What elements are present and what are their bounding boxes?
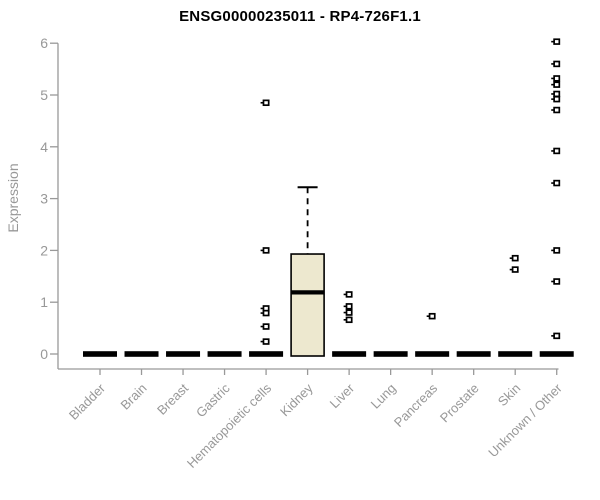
outlier-point [345, 291, 353, 298]
zero-boxplot-bar [415, 351, 450, 357]
x-tick-label: Liver [327, 380, 358, 411]
outlier-point [345, 309, 353, 316]
x-tick-label: Pancreas [391, 380, 441, 430]
outlier-point [553, 60, 561, 68]
y-tick-label: 1 [40, 294, 48, 310]
y-tick-label: 0 [40, 346, 48, 362]
outlier-point [553, 278, 561, 285]
outlier-point [262, 247, 270, 254]
y-tick-label: 4 [40, 139, 48, 155]
outlier-point [553, 81, 561, 88]
zero-boxplot-bar [332, 351, 367, 357]
outlier-point [262, 309, 270, 317]
zero-boxplot-bar [539, 351, 574, 357]
zero-boxplot-bar [83, 351, 117, 357]
outlier-point [553, 147, 561, 155]
outlier-point [553, 332, 561, 340]
outlier-point [553, 38, 561, 45]
outlier-point [511, 254, 519, 262]
x-tick-label: Gastric [193, 380, 233, 420]
y-tick-label: 5 [40, 87, 48, 103]
outlier-point [345, 316, 353, 324]
y-tick-label: 6 [40, 35, 48, 51]
x-tick-label: Skin [495, 381, 523, 409]
x-tick-label: Unknown / Other [485, 380, 565, 460]
x-tick-label: Brain [118, 381, 150, 413]
outlier-point [428, 312, 436, 320]
x-tick-label: Lung [368, 381, 399, 412]
zero-boxplot-bar [124, 351, 159, 357]
y-tick-label: 3 [40, 191, 48, 207]
x-tick-label: Kidney [277, 380, 316, 419]
outlier-point [553, 247, 561, 254]
y-tick-label: 2 [40, 242, 48, 258]
box [290, 253, 325, 357]
outlier-point [262, 323, 270, 330]
outlier-point [262, 338, 270, 345]
zero-boxplot-bar [373, 351, 408, 357]
x-tick-label: Bladder [66, 380, 109, 423]
outlier-point [262, 99, 270, 107]
x-tick-label: Prostate [437, 381, 482, 426]
outlier-point [553, 90, 561, 98]
outlier-point [553, 95, 561, 103]
zero-boxplot-bar [207, 351, 242, 357]
zero-boxplot-bar [166, 351, 201, 357]
zero-boxplot-bar [456, 351, 491, 357]
zero-boxplot-bar [249, 351, 284, 357]
outlier-point [345, 303, 353, 310]
chart-title: ENSG00000235011 - RP4-726F1.1 [179, 8, 421, 25]
outlier-point [553, 179, 561, 187]
outlier-point [511, 266, 519, 273]
outlier-point [553, 106, 561, 114]
zero-boxplot-bar [498, 351, 533, 357]
x-tick-label: Breast [154, 380, 191, 417]
outlier-point [553, 75, 561, 82]
